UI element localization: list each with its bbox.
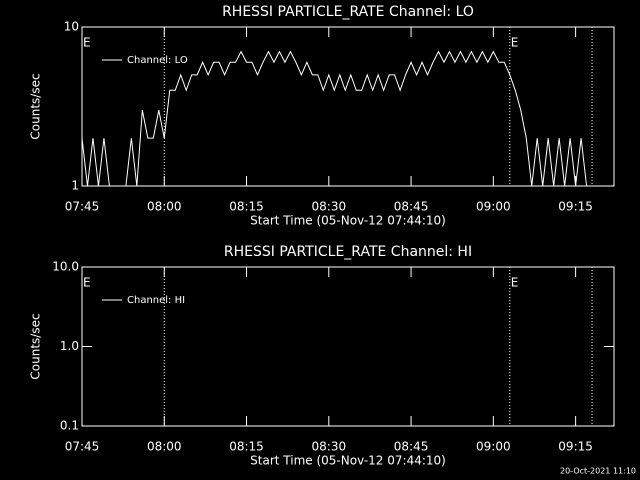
y-tick-label: 0.1 <box>60 419 79 433</box>
x-tick-label: 08:30 <box>312 440 347 454</box>
annotation: E <box>511 276 519 290</box>
x-tick-label: 08:30 <box>312 200 347 214</box>
chart-title: RHESSI PARTICLE_RATE Channel: LO <box>222 4 474 20</box>
x-tick-label: 08:00 <box>147 440 182 454</box>
legend-label: Channel: HI <box>127 295 185 306</box>
y-tick-label: 10 <box>64 20 79 34</box>
data-line <box>81 50 588 187</box>
x-tick-label: 09:00 <box>476 440 511 454</box>
x-tick-label: 08:45 <box>394 200 429 214</box>
footer: 20-Oct-2021 11:10 <box>560 467 636 476</box>
y-axis-label: Counts/sec <box>29 313 43 379</box>
chart-title: RHESSI PARTICLE_RATE Channel: HI <box>224 244 472 260</box>
annotation: E <box>511 36 519 50</box>
x-tick-label: 07:45 <box>65 200 100 214</box>
x-tick-label: 08:15 <box>229 440 264 454</box>
x-axis-label: Start Time (05-Nov-12 07:44:10) <box>250 454 446 468</box>
y-tick-label: 1.0 <box>60 339 79 353</box>
x-tick-label: 09:15 <box>558 440 593 454</box>
annotation: E <box>83 276 91 290</box>
y-axis-label: Counts/sec <box>29 73 43 139</box>
x-tick-label: 09:00 <box>476 200 511 214</box>
x-tick-label: 08:00 <box>147 200 182 214</box>
y-tick-label: 10.0 <box>52 260 79 274</box>
plot-frame <box>81 266 615 427</box>
x-axis-label: Start Time (05-Nov-12 07:44:10) <box>250 214 446 228</box>
plot-frame <box>81 26 615 187</box>
x-tick-label: 08:45 <box>394 440 429 454</box>
x-tick-label: 08:15 <box>229 200 264 214</box>
legend-label: Channel: LO <box>127 55 188 66</box>
annotation: E <box>83 36 91 50</box>
x-tick-label: 07:45 <box>65 440 100 454</box>
y-tick-label: 1 <box>71 179 79 193</box>
x-tick-label: 09:15 <box>558 200 593 214</box>
